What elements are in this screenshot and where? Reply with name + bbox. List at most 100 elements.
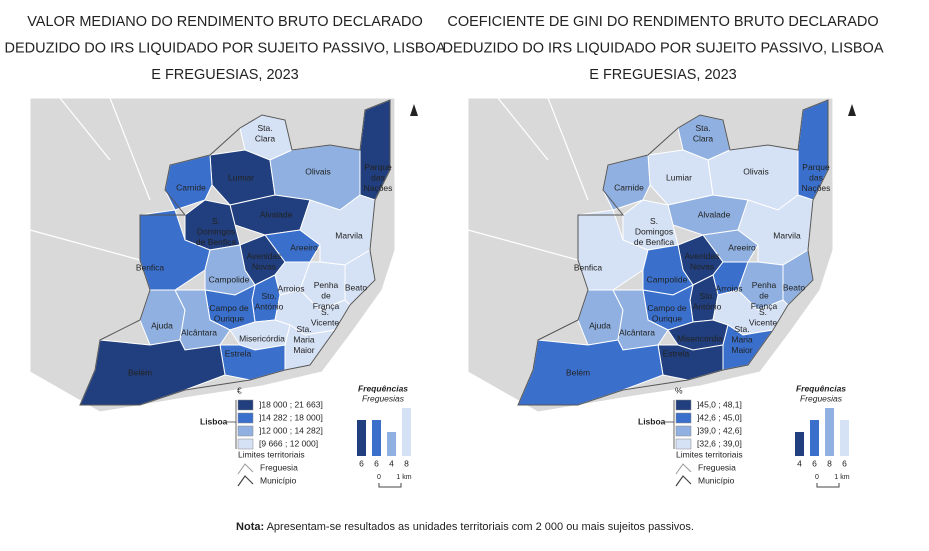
freguesia-label: Penha <box>314 280 339 290</box>
freguesia-label: Beato <box>345 282 367 292</box>
freguesia-label: Campo de <box>647 303 686 313</box>
freguesia-label: de Benfica <box>196 237 236 247</box>
map-title: COEFICIENTE DE GINI DO RENDIMENTO BRUTO … <box>447 14 878 30</box>
freguesia-label: Olivais <box>743 166 769 176</box>
frequency-bar <box>402 408 411 456</box>
legend-label: ]18 000 ; 21 663] <box>259 399 323 409</box>
freguesia-label: Sta. <box>257 123 272 133</box>
freguesia-label: Sta. <box>296 324 311 334</box>
freguesia-area <box>657 344 724 381</box>
freguesia-label: Areeiro <box>728 242 756 252</box>
freguesia-label: Ourique <box>214 314 245 324</box>
map-title: E FREGUESIAS, 2023 <box>589 67 736 83</box>
frequency-title: Frequências <box>796 383 846 393</box>
freguesia-label: Arroios <box>278 283 305 293</box>
frequency-subtitle: Freguesias <box>800 393 843 403</box>
lisboa-label: Lisboa <box>638 416 666 426</box>
freguesia-label: Vicente <box>749 318 777 328</box>
scale-end: 1 km <box>396 474 411 481</box>
frequency-count: 8 <box>404 458 409 468</box>
frequency-count: 6 <box>374 458 379 468</box>
frequency-count: 8 <box>827 458 832 468</box>
frequency-bar <box>810 420 819 456</box>
frequency-count: 6 <box>359 458 364 468</box>
freguesias <box>79 99 391 406</box>
freguesia-label: Parque <box>364 162 392 172</box>
legend-label: ]42,6 ; 45,0] <box>697 412 742 422</box>
freguesia-label: Benfica <box>136 262 165 272</box>
freguesia-label: Misericórdia <box>677 333 723 343</box>
frequency-count: 6 <box>842 458 847 468</box>
freguesia-label: Maria <box>293 334 315 344</box>
freguesia-label: Sta. <box>695 123 710 133</box>
legend-label: ]12 000 ; 14 282] <box>259 425 323 435</box>
freguesia-label: Parque <box>802 162 830 172</box>
map-title: VALOR MEDIANO DO RENDIMENTO BRUTO DECLAR… <box>27 14 423 30</box>
freguesia-label: Ajuda <box>151 320 173 330</box>
freguesia-label: Olivais <box>305 166 331 176</box>
freguesia-label: Domingos <box>635 226 673 236</box>
limits-title: Limites territoriais <box>676 449 743 459</box>
freguesia-label: Misericórdia <box>239 333 285 343</box>
freguesia-label: Campolide <box>647 274 688 284</box>
freguesia-label: Sto. <box>699 291 714 301</box>
legend-label: ]39,0 ; 42,6] <box>697 425 742 435</box>
freguesia-label: Carnide <box>176 182 206 192</box>
frequency-bar <box>795 432 804 456</box>
road <box>467 229 579 261</box>
freguesia-label: Carnide <box>614 182 644 192</box>
note-text: Apresentam-se resultados as unidades ter… <box>267 521 694 533</box>
freguesia-label: S. <box>650 216 658 226</box>
freguesia-label: das <box>809 172 823 182</box>
freguesia-label: de <box>759 290 769 300</box>
freguesia-label: Arroios <box>716 283 743 293</box>
freguesia-label: António <box>255 302 284 312</box>
freguesia-label: Campo de <box>209 303 248 313</box>
freguesia-label: Avenidas <box>247 251 282 261</box>
map-title: DEDUZIDO DO IRS LIQUIDADO POR SUJEITO PA… <box>443 40 884 56</box>
freguesia-label: Campolide <box>209 274 250 284</box>
freguesia-label: Clara <box>693 134 714 144</box>
municipio-outline <box>79 99 391 406</box>
legend-label: ]14 282 ; 18 000] <box>259 412 323 422</box>
freguesia-label: S. <box>759 307 767 317</box>
note-bold: Nota: <box>236 521 264 533</box>
legend-swatch <box>675 399 692 411</box>
freguesia-label: Belém <box>566 367 590 377</box>
north-arrow <box>848 104 856 116</box>
municipio-legend: Município <box>260 475 297 485</box>
freguesia-label: Alcântara <box>181 327 217 337</box>
freguesia-label: Penha <box>752 280 777 290</box>
freguesia-label: Vicente <box>311 318 339 328</box>
frequency-title: Frequências <box>358 383 408 393</box>
freguesia-label: Nações <box>802 183 831 193</box>
scale-bar <box>378 483 402 488</box>
road <box>59 97 111 161</box>
freguesia-label: Nações <box>364 183 393 193</box>
freguesia-label: Estrela <box>663 348 690 358</box>
map-title: E FREGUESIAS, 2023 <box>151 67 298 83</box>
road <box>29 229 141 261</box>
freguesia-label: França <box>313 301 340 311</box>
freguesia-label: Ourique <box>652 314 683 324</box>
freguesia-label: Areeiro <box>290 242 318 252</box>
freguesia-label: de Benfica <box>634 237 674 247</box>
freguesia-label: Sta. <box>734 324 749 334</box>
municipio-symbol <box>237 475 254 487</box>
road <box>497 97 549 161</box>
municipio-legend: Município <box>698 475 735 485</box>
note: Nota: Apresentam-se resultados as unidad… <box>236 521 694 533</box>
freguesia-label: Ajuda <box>589 320 611 330</box>
freguesia-label: Lumiar <box>228 172 254 182</box>
freguesia-label: Alvalade <box>698 209 731 219</box>
freguesia-label: Domingos <box>197 226 235 236</box>
legend-swatch <box>237 438 254 450</box>
frequency-subtitle: Freguesias <box>362 393 405 403</box>
freguesia-legend: Freguesia <box>260 462 298 472</box>
municipio-symbol <box>675 475 692 487</box>
lisboa-label: Lisboa <box>200 416 228 426</box>
freguesia-label: Lumiar <box>666 172 692 182</box>
frequency-count: 6 <box>812 458 817 468</box>
municipio-outline <box>517 99 829 406</box>
